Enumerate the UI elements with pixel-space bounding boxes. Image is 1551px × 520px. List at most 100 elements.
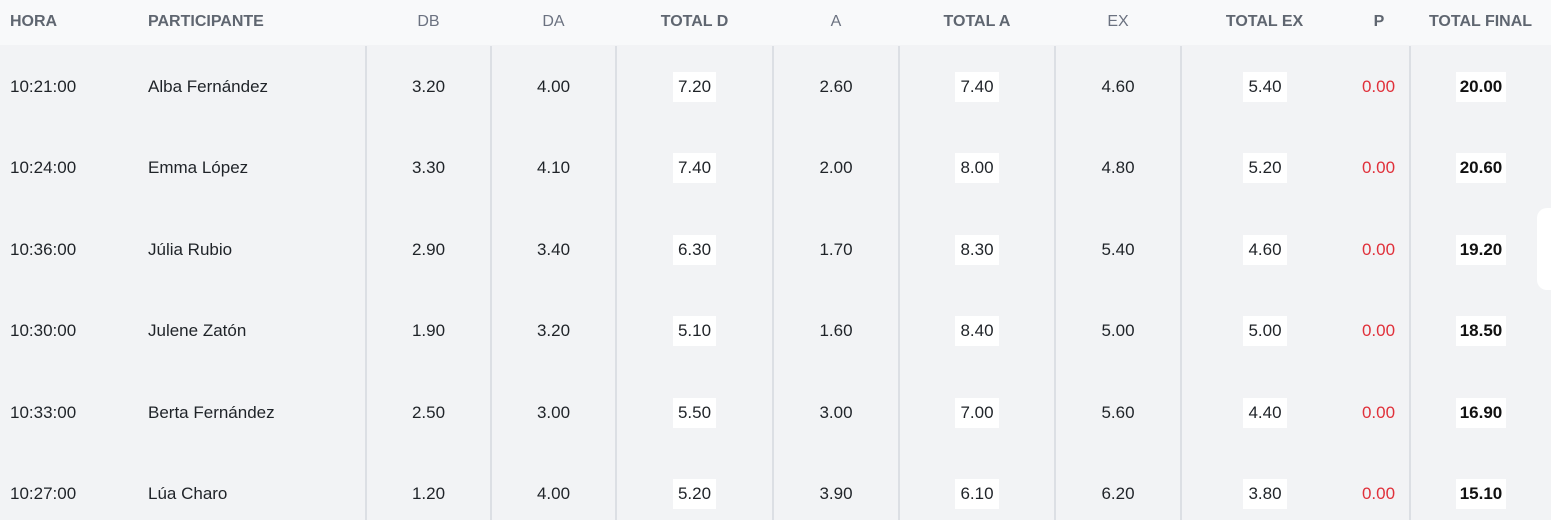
cell-participante: Berta Fernández (148, 402, 275, 422)
cell-total-d: 7.20 (615, 46, 773, 128)
side-panel-tab[interactable] (1537, 208, 1551, 290)
cell-total-d: 6.30 (615, 209, 773, 291)
total-final-value: 18.50 (1455, 316, 1507, 347)
cell-hora: 10:33:00 (10, 402, 77, 422)
cell-a: 3.90 (772, 453, 899, 520)
cell-total-final: 16.90 (1409, 372, 1551, 454)
cell-db: 2.50 (365, 372, 491, 454)
total-a-value: 7.40 (955, 71, 999, 102)
cell-p: 0.00 (1361, 239, 1396, 259)
table-row: 10:36:00 Júlia Rubio 2.90 3.40 6.30 1.70… (0, 209, 1551, 291)
cell-total-d: 5.10 (615, 290, 773, 372)
header-db[interactable]: DB (417, 13, 440, 30)
cell-da: 4.00 (490, 453, 616, 520)
total-a-value: 8.30 (955, 234, 999, 265)
header-total-final[interactable]: TOTAL FINAL (1428, 13, 1533, 30)
cell-participante: Lúa Charo (148, 484, 228, 504)
total-a-value: 6.10 (955, 479, 999, 510)
cell-p: 0.00 (1361, 484, 1396, 504)
cell-total-ex: 5.20 (1180, 127, 1348, 209)
total-a-value: 7.00 (955, 397, 999, 428)
header-total-ex[interactable]: TOTAL EX (1225, 13, 1304, 30)
cell-total-ex: 3.80 (1180, 453, 1348, 520)
cell-total-d: 5.20 (615, 453, 773, 520)
cell-participante: Júlia Rubio (148, 239, 233, 259)
cell-da: 3.40 (490, 209, 616, 291)
total-d-value: 7.20 (672, 71, 717, 102)
cell-total-final: 19.20 (1409, 209, 1551, 291)
cell-hora: 10:21:00 (10, 76, 77, 96)
total-ex-value: 4.40 (1243, 397, 1287, 428)
cell-total-ex: 4.40 (1180, 372, 1348, 454)
cell-total-a: 7.00 (898, 372, 1055, 454)
cell-p: 0.00 (1361, 402, 1396, 422)
table-row: 10:24:00 Emma López 3.30 4.10 7.40 2.00 … (0, 127, 1551, 209)
cell-db: 2.90 (365, 209, 491, 291)
cell-ex: 5.00 (1054, 290, 1181, 372)
table-row: 10:33:00 Berta Fernández 2.50 3.00 5.50 … (0, 372, 1551, 454)
total-final-value: 20.60 (1455, 153, 1507, 184)
total-ex-value: 5.20 (1243, 153, 1287, 184)
cell-ex: 5.60 (1054, 372, 1181, 454)
cell-total-a: 8.40 (898, 290, 1055, 372)
table-row: 10:27:00 Lúa Charo 1.20 4.00 5.20 3.90 6… (0, 453, 1551, 520)
cell-p: 0.00 (1361, 76, 1396, 96)
total-d-value: 5.20 (672, 479, 717, 510)
cell-a: 1.60 (772, 290, 899, 372)
cell-total-a: 8.30 (898, 209, 1055, 291)
cell-p: 0.00 (1361, 158, 1396, 178)
cell-total-ex: 5.00 (1180, 290, 1348, 372)
cell-hora: 10:30:00 (10, 321, 77, 341)
header-total-a[interactable]: TOTAL A (943, 13, 1011, 30)
cell-db: 3.20 (365, 46, 491, 128)
cell-da: 4.10 (490, 127, 616, 209)
total-a-value: 8.00 (955, 153, 999, 184)
cell-ex: 4.60 (1054, 46, 1181, 128)
cell-total-d: 7.40 (615, 127, 773, 209)
cell-ex: 5.40 (1054, 209, 1181, 291)
total-final-value: 15.10 (1455, 479, 1507, 510)
total-ex-value: 5.40 (1243, 71, 1287, 102)
total-ex-value: 4.60 (1243, 234, 1287, 265)
cell-db: 3.30 (365, 127, 491, 209)
table-row: 10:21:00 Alba Fernández 3.20 4.00 7.20 2… (0, 46, 1551, 128)
total-a-value: 8.40 (955, 316, 999, 347)
header-a[interactable]: A (830, 13, 842, 30)
total-d-value: 7.40 (672, 153, 717, 184)
cell-a: 2.00 (772, 127, 899, 209)
cell-total-ex: 4.60 (1180, 209, 1348, 291)
cell-da: 3.00 (490, 372, 616, 454)
cell-p: 0.00 (1361, 321, 1396, 341)
cell-total-d: 5.50 (615, 372, 773, 454)
header-ex[interactable]: EX (1107, 13, 1129, 30)
total-ex-value: 5.00 (1243, 316, 1287, 347)
total-ex-value: 3.80 (1243, 479, 1287, 510)
cell-participante: Emma López (148, 158, 249, 178)
header-hora[interactable]: HORA (10, 13, 58, 30)
cell-total-final: 15.10 (1409, 453, 1551, 520)
table-row: 10:30:00 Julene Zatón 1.90 3.20 5.10 1.6… (0, 290, 1551, 372)
cell-db: 1.20 (365, 453, 491, 520)
cell-hora: 10:36:00 (10, 239, 77, 259)
total-d-value: 5.50 (672, 397, 717, 428)
header-participante[interactable]: PARTICIPANTE (148, 13, 264, 30)
cell-total-final: 18.50 (1409, 290, 1551, 372)
cell-a: 2.60 (772, 46, 899, 128)
cell-total-ex: 5.40 (1180, 46, 1348, 128)
header-total-d[interactable]: TOTAL D (660, 13, 729, 30)
total-d-value: 6.30 (672, 234, 717, 265)
total-final-value: 20.00 (1455, 71, 1507, 102)
header-p[interactable]: P (1373, 13, 1385, 30)
cell-ex: 6.20 (1054, 453, 1181, 520)
cell-a: 3.00 (772, 372, 899, 454)
header-da[interactable]: DA (542, 13, 565, 30)
cell-da: 3.20 (490, 290, 616, 372)
cell-participante: Julene Zatón (148, 321, 247, 341)
table-header-row: HORA PARTICIPANTE DB DA TOTAL D A TOTAL … (0, 0, 1551, 46)
total-final-value: 16.90 (1455, 397, 1507, 428)
cell-hora: 10:27:00 (10, 484, 77, 504)
cell-db: 1.90 (365, 290, 491, 372)
cell-total-a: 6.10 (898, 453, 1055, 520)
cell-ex: 4.80 (1054, 127, 1181, 209)
